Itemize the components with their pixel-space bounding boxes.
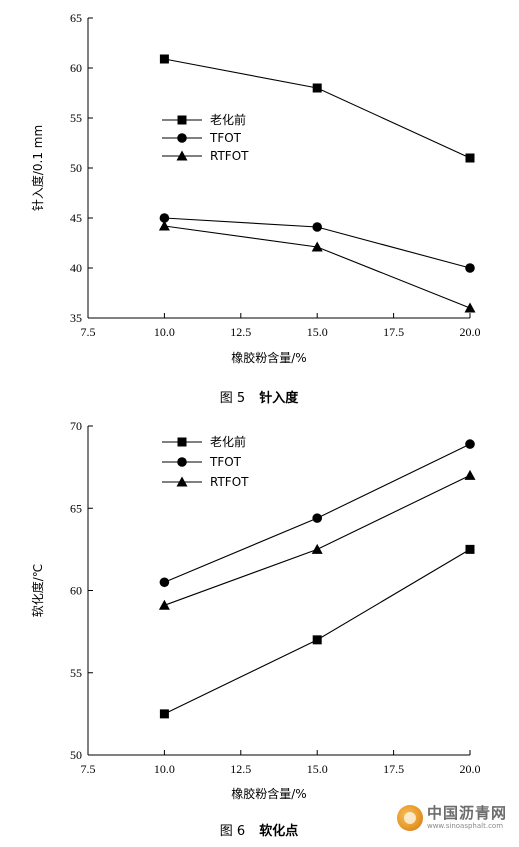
c2-point-rtfot bbox=[464, 469, 476, 480]
c1-y-tick-label: 45 bbox=[70, 211, 82, 225]
c1-x-tick-label: 15.0 bbox=[307, 325, 328, 339]
c1-x-tick-label: 20.0 bbox=[460, 325, 481, 339]
c1-point-before-aging bbox=[159, 54, 169, 64]
c1-point-before-aging bbox=[465, 153, 475, 163]
c2-y-tick-label: 50 bbox=[70, 748, 82, 762]
c1-y-tick-label: 35 bbox=[70, 311, 82, 325]
c1-y-axis-label: 针入度/0.1 mm bbox=[30, 125, 45, 211]
c1-point-tfot bbox=[159, 213, 170, 223]
c2-series-tfot bbox=[159, 439, 475, 588]
c1-legend-marker-tfot bbox=[177, 133, 187, 143]
c1-point-tfot bbox=[465, 263, 475, 273]
c1-caption-title: 针入度 bbox=[258, 390, 299, 406]
c1-y-tick-label: 65 bbox=[70, 11, 82, 25]
c2-x-tick-label: 7.5 bbox=[81, 762, 96, 776]
c1-legend-label-before-aging: 老化前 bbox=[210, 112, 246, 127]
c2-point-rtfot bbox=[311, 543, 323, 554]
site-watermark: 中国沥青网 www.sinoasphalt.com bbox=[396, 804, 507, 831]
c1-legend-marker-rtfot bbox=[176, 150, 188, 161]
c1-point-rtfot bbox=[464, 302, 476, 313]
c1-x-axis-label: 橡胶粉含量/% bbox=[231, 350, 306, 365]
softening-point-chart: 50 55 60 65 70 7.5 10.0 12.5 15.0 17.5 20.0 橡胶粉含量/%… bbox=[0, 418, 519, 847]
c1-point-rtfot bbox=[311, 241, 323, 252]
c2-caption: 图 6 软化点 bbox=[220, 823, 298, 839]
c2-y-tick-label: 55 bbox=[70, 666, 82, 680]
c2-point-before-aging bbox=[312, 635, 322, 645]
c1-series-line-rtfot bbox=[164, 225, 471, 309]
c2-point-tfot bbox=[465, 439, 475, 449]
watermark-sub-text: www.sinoasphalt.com bbox=[426, 822, 504, 830]
c1-point-tfot bbox=[312, 222, 323, 232]
c2-point-rtfot bbox=[158, 599, 170, 610]
sun-logo-icon bbox=[396, 805, 423, 831]
c1-series-before-aging bbox=[159, 54, 475, 163]
c2-caption-title: 软化点 bbox=[259, 823, 298, 839]
c1-x-tick-label: 7.5 bbox=[81, 325, 96, 339]
watermark-main-text: 中国沥青网 bbox=[426, 804, 507, 822]
c1-x-tick-label: 17.5 bbox=[383, 325, 404, 339]
c1-y-tick-label: 60 bbox=[70, 61, 82, 75]
c2-point-before-aging bbox=[465, 544, 475, 554]
c2-legend-marker-before-aging bbox=[177, 437, 187, 447]
c2-legend-label-before-aging: 老化前 bbox=[210, 434, 246, 449]
c2-x-tick-label: 17.5 bbox=[383, 762, 404, 776]
penetration-chart: 35 40 45 50 55 60 65 7.5 10.0 12.5 15.0 17.5 20.0 橡胶粉… bbox=[0, 0, 519, 418]
c1-legend-label-tfot: TFOT bbox=[209, 131, 242, 145]
c1-series-tfot bbox=[159, 213, 475, 273]
c1-legend-marker-before-aging bbox=[177, 115, 187, 125]
c1-y-tick-label: 40 bbox=[70, 261, 82, 275]
c1-series-rtfot bbox=[158, 220, 476, 313]
c2-legend: 老化前 TFOT RTFOT bbox=[162, 434, 249, 489]
c2-y-tick-label: 70 bbox=[70, 419, 82, 433]
c1-legend: 老化前 TFOT RTFOT bbox=[162, 112, 249, 163]
c2-point-before-aging bbox=[159, 709, 169, 719]
penetration-chart-svg: 35 40 45 50 55 60 65 7.5 10.0 12.5 15.0 17.5 20.0 橡胶粉… bbox=[30, 11, 481, 406]
c2-x-tick-label: 10.0 bbox=[154, 762, 175, 776]
c2-series-rtfot bbox=[158, 469, 476, 610]
c2-point-tfot bbox=[159, 577, 170, 588]
c2-y-tick-label: 60 bbox=[70, 584, 82, 598]
c2-series-line-rtfot bbox=[164, 474, 471, 606]
c2-x-axis-label: 橡胶粉含量/% bbox=[231, 786, 306, 801]
c1-caption: 图 5 针入度 bbox=[220, 390, 299, 406]
c1-y-tick-label: 55 bbox=[70, 111, 82, 125]
c2-caption-number: 图 6 bbox=[220, 824, 245, 839]
c2-legend-marker-tfot bbox=[177, 457, 187, 467]
c2-legend-marker-rtfot bbox=[176, 476, 188, 487]
c2-y-tick-label: 65 bbox=[70, 501, 82, 515]
c2-series-before-aging bbox=[159, 544, 475, 719]
c1-caption-number: 图 5 bbox=[220, 391, 245, 406]
c2-x-tick-label: 20.0 bbox=[460, 762, 481, 776]
c1-y-tick-label: 50 bbox=[70, 161, 82, 175]
c2-y-axis-label: 软化度/℃ bbox=[30, 564, 45, 618]
c2-legend-label-rtfot: RTFOT bbox=[210, 475, 249, 489]
c1-point-rtfot bbox=[158, 220, 170, 231]
c2-point-tfot bbox=[312, 513, 323, 523]
c1-legend-label-rtfot: RTFOT bbox=[210, 149, 249, 163]
c2-legend-label-tfot: TFOT bbox=[209, 455, 242, 469]
c1-x-tick-label: 12.5 bbox=[230, 325, 251, 339]
c1-point-before-aging bbox=[312, 83, 322, 93]
softening-point-chart-svg: 50 55 60 65 70 7.5 10.0 12.5 15.0 17.5 20.0 橡胶粉含量/%… bbox=[30, 419, 481, 839]
c2-x-tick-label: 12.5 bbox=[230, 762, 251, 776]
c1-x-tick-label: 10.0 bbox=[154, 325, 175, 339]
c2-x-tick-label: 15.0 bbox=[307, 762, 328, 776]
c2-series-line-before-aging bbox=[164, 548, 471, 715]
